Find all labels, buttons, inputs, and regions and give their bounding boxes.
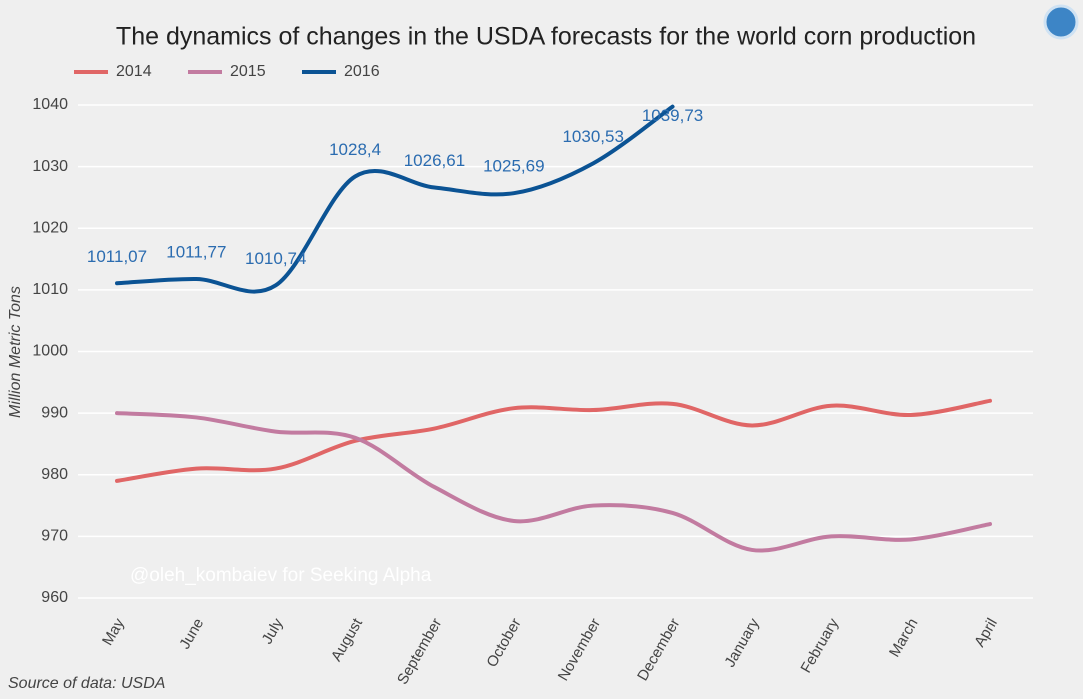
x-tick-label: April [971,615,1001,649]
x-tick-label: June [176,615,207,652]
x-tick-label: May [99,615,128,648]
data-label: 1025,69 [483,157,544,176]
y-tick-label: 980 [41,466,68,483]
y-tick-label: 1030 [32,158,68,175]
data-label: 1011,07 [87,247,147,266]
x-tick-label: August [328,615,366,665]
data-label: 1010,74 [245,249,306,268]
legend-label: 2014 [116,63,152,80]
x-tick-label: December [634,615,683,683]
x-tick-label: March [886,615,922,660]
y-tick-label: 1040 [32,96,68,113]
x-tick-label: July [259,615,287,647]
series-line [115,411,992,553]
legend-label: 2016 [344,63,380,80]
x-tick-label: February [797,615,842,676]
y-tick-label: 960 [41,589,68,606]
y-tick-label: 1010 [32,281,68,298]
data-label: 1026,61 [404,151,465,170]
y-tick-label: 1000 [32,343,68,360]
y-tick-label: 990 [41,404,68,421]
data-label: 1030,53 [562,127,623,146]
chart-title: The dynamics of changes in the USDA fore… [116,23,976,51]
x-tick-label: November [555,615,604,683]
y-axis-label: Million Metric Tons [7,286,24,418]
series-line [115,398,992,483]
data-label: 1039,73 [642,106,703,125]
legend-label: 2015 [230,63,266,80]
globe-icon [1043,4,1079,40]
x-tick-label: January [721,615,763,670]
x-tick-label: September [394,615,445,687]
y-tick-label: 1020 [32,219,68,236]
x-tick-label: October [483,615,524,670]
series-line [115,104,675,294]
watermark: @oleh_kombaiev for Seeking Alpha [130,565,432,586]
data-label: 1011,77 [166,242,226,261]
source-note: Source of data: USDA [8,675,165,692]
data-label: 1028,4 [329,140,381,159]
y-tick-label: 970 [41,528,68,545]
